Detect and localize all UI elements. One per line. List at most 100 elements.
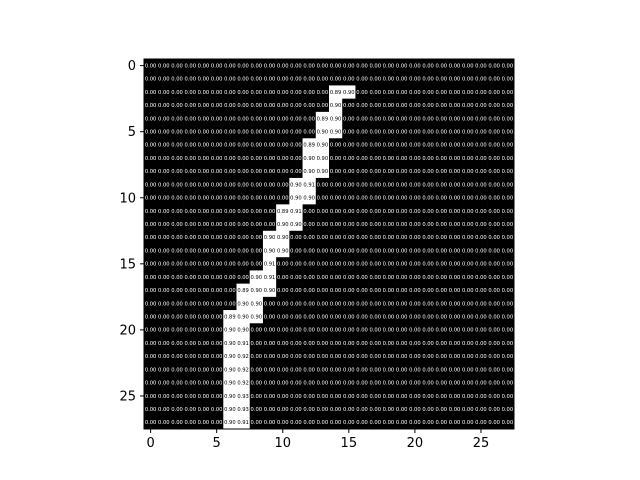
cell-value-label: 0.00 xyxy=(237,275,249,281)
heatmap-cell xyxy=(434,204,449,218)
heatmap-cell xyxy=(447,362,462,377)
cell-value-label: 0.00 xyxy=(396,341,408,347)
heatmap-cell xyxy=(157,376,171,390)
heatmap-cell xyxy=(289,349,303,364)
cell-value-label: 0.00 xyxy=(369,103,381,109)
heatmap-cell xyxy=(315,362,330,377)
heatmap-cell xyxy=(355,257,369,271)
heatmap-cell xyxy=(210,98,224,113)
cell-value-label: 0.00 xyxy=(277,116,289,122)
cell-value-label: 0.00 xyxy=(383,354,395,360)
cell-value-label: 0.00 xyxy=(383,196,395,202)
cell-value-label: 0.00 xyxy=(502,288,514,294)
cell-value-label: 0.00 xyxy=(303,420,315,426)
cell-value-label: 0.00 xyxy=(436,301,448,307)
heatmap-cell xyxy=(223,296,237,311)
cell-value-label: 0.00 xyxy=(436,63,448,69)
heatmap-cell xyxy=(447,244,462,258)
cell-value-label: 0.00 xyxy=(369,169,381,175)
heatmap-cell xyxy=(408,257,422,271)
heatmap-cell xyxy=(183,138,198,152)
heatmap-cell xyxy=(276,177,290,192)
y-tick-label: 20 xyxy=(119,323,136,338)
cell-value-label: 0.00 xyxy=(488,328,500,334)
cell-value-label: 0.00 xyxy=(475,341,487,347)
cell-value-label: 0.00 xyxy=(317,288,329,294)
heatmap-cell xyxy=(408,362,422,377)
cell-value-label: 0.00 xyxy=(462,169,474,175)
heatmap-cell xyxy=(355,310,369,324)
x-axis: 0 5 10 15 20 25 xyxy=(146,429,489,451)
cell-value-label: 0.00 xyxy=(422,301,434,307)
heatmap-cell xyxy=(342,257,356,271)
heatmap-cell xyxy=(289,191,303,205)
cell-value-label: 0.00 xyxy=(237,103,249,109)
cell-value-label: 0.00 xyxy=(422,222,434,228)
cell-value-label: 0.00 xyxy=(383,381,395,387)
cell-value-label: 0.00 xyxy=(290,314,302,320)
cell-value-label: 0.00 xyxy=(383,262,395,268)
heatmap-cell xyxy=(315,72,330,86)
heatmap-cell xyxy=(249,310,264,324)
heatmap-cell xyxy=(329,362,343,377)
heatmap-cell xyxy=(342,204,356,218)
cell-value-label: 0.00 xyxy=(277,156,289,162)
cell-value-label: 0.00 xyxy=(396,407,408,413)
cell-value-label: 0.90 xyxy=(277,235,289,241)
cell-value-label: 0.00 xyxy=(422,341,434,347)
cell-value-label: 0.00 xyxy=(237,235,249,241)
cell-value-label: 0.00 xyxy=(436,196,448,202)
heatmap-cell xyxy=(329,283,343,298)
heatmap-cell xyxy=(474,59,488,73)
cell-value-label: 0.00 xyxy=(343,354,355,360)
heatmap-cell xyxy=(223,138,237,152)
heatmap-cell xyxy=(262,59,277,73)
cell-value-label: 0.00 xyxy=(264,328,276,334)
heatmap-cell xyxy=(487,230,502,245)
cell-value-label: 0.00 xyxy=(184,275,196,281)
cell-value-label: 0.00 xyxy=(145,182,157,188)
cell-value-label: 0.00 xyxy=(158,77,170,83)
cell-value-label: 0.00 xyxy=(211,77,223,83)
heatmap-cell xyxy=(315,125,330,139)
heatmap-cell xyxy=(434,244,449,258)
heatmap-cell xyxy=(144,72,158,86)
heatmap-cell xyxy=(408,111,422,126)
cell-value-label: 0.00 xyxy=(264,129,276,135)
cell-value-label: 0.00 xyxy=(317,381,329,387)
heatmap-cell xyxy=(329,296,343,311)
heatmap-cell xyxy=(315,257,330,271)
heatmap-cell xyxy=(329,59,343,73)
heatmap-cell xyxy=(500,85,515,99)
heatmap-cell xyxy=(289,72,303,86)
heatmap-cell xyxy=(276,244,290,258)
cell-value-label: 0.00 xyxy=(251,116,263,122)
heatmap-cell xyxy=(395,138,409,152)
heatmap-cell xyxy=(302,85,317,99)
heatmap-cell xyxy=(223,111,237,126)
cell-value-label: 0.00 xyxy=(396,367,408,373)
heatmap-cell xyxy=(183,217,198,232)
heatmap-cell xyxy=(236,283,251,298)
cell-value-label: 0.00 xyxy=(409,222,421,228)
heatmap-cell xyxy=(487,270,502,284)
cell-value-label: 0.00 xyxy=(488,341,500,347)
cell-value-label: 0.00 xyxy=(198,314,210,320)
heatmap-cell xyxy=(183,111,198,126)
heatmap-cell xyxy=(183,164,198,179)
heatmap-cell xyxy=(302,349,317,364)
cell-value-label: 0.00 xyxy=(502,63,514,69)
cell-value-label: 0.90 xyxy=(251,314,263,320)
heatmap-cell xyxy=(342,72,356,86)
cell-value-label: 0.00 xyxy=(436,248,448,254)
heatmap-cell xyxy=(315,177,330,192)
cell-value-label: 0.00 xyxy=(422,288,434,294)
heatmap-cell xyxy=(302,336,317,351)
cell-value-label: 0.00 xyxy=(224,90,236,96)
heatmap-cell xyxy=(262,376,277,390)
heatmap-cell xyxy=(474,230,488,245)
cell-value-label: 0.00 xyxy=(488,248,500,254)
cell-value-label: 0.00 xyxy=(488,314,500,320)
cell-value-label: 0.00 xyxy=(290,301,302,307)
